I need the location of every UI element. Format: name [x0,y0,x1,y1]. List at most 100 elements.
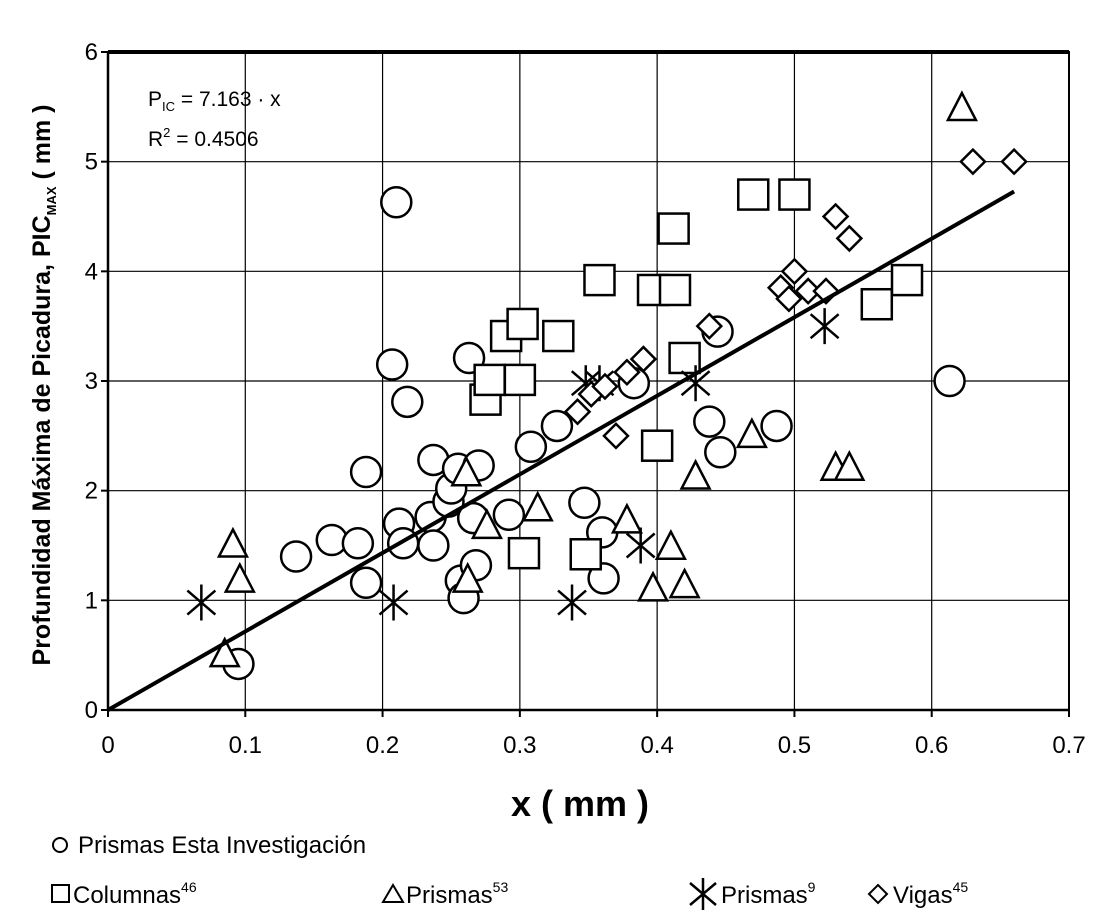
triangle-data-point [521,490,554,522]
triangle-data-point [610,502,643,534]
diamond-data-point [780,257,809,286]
star-data-point [809,308,840,345]
legend-label-prismas-9: Prismas9 [721,879,816,909]
triangle-data-point [679,458,712,490]
star-data-point [625,527,656,564]
circle-data-point [375,348,409,381]
square-data-point [736,178,770,211]
x-tick-label: 0.3 [503,732,536,759]
diamond-data-point [613,358,641,386]
legend-label-prismas-esta-investigacion: Prismas Esta Investigación [78,832,366,859]
legend-prismas9-name: Prismas [721,882,808,909]
circle-data-point [933,364,966,398]
legend-columnas-name: Columnas [73,882,181,909]
legend-circle-marker [52,837,68,853]
legend-item-prismas-53: Prismas53 [381,879,508,909]
triangle-data-point [450,455,483,487]
legend-label-prismas-53: Prismas53 [406,879,508,909]
diamond-data-point [959,147,987,176]
square-data-point [507,536,541,570]
legend-star-marker [689,878,717,910]
y-tick-label: 5 [85,149,98,176]
triangle-data-point [833,450,866,481]
star-data-point [680,365,711,402]
circle-data-point [380,185,413,219]
legend-square-marker [51,884,70,903]
x-tick-label: 0.7 [1052,732,1085,759]
circle-data-point [349,455,383,489]
diamond-data-point [695,312,724,340]
y-tick-label: 4 [85,258,98,285]
triangle-data-point [216,526,249,558]
square-data-point [890,263,924,297]
y-axis-title: Profundidad Máxima de Picadura, PICMAX (… [28,105,59,666]
x-tick-label: 0 [101,732,114,759]
y-tick-label: 1 [85,587,98,614]
square-data-point [583,263,616,297]
equation-rhs: = 7.163 · x [175,88,281,111]
y-axis-title-subscript: MAX [44,186,59,215]
legend-item-columnas: Columnas46 [51,879,197,909]
legend-diamond-marker [867,883,889,905]
y-axis-title-main: Profundidad Máxima de Picadura, PIC [28,215,56,665]
circle-data-point [514,430,548,464]
diamond-data-point [821,202,850,231]
x-axis-title: x ( mm ) [511,783,649,824]
triangle-data-point [208,636,241,668]
x-tick-label: 0.2 [366,732,399,759]
triangle-data-point [636,570,670,602]
x-tick-label: 0.4 [640,732,673,759]
regression-line [107,189,1016,712]
circle-data-point [492,498,526,532]
equation-lhs: P [148,88,162,111]
square-data-point [640,429,674,462]
circle-data-point [349,566,383,600]
diamond-data-point [835,224,864,253]
legend-item-prismas-9: Prismas9 [689,878,816,910]
diamond-data-point [629,345,658,373]
circle-data-point [704,436,737,469]
star-data-point [186,584,217,621]
triangle-data-point [668,567,701,599]
legend-label-vigas: Vigas45 [893,879,968,909]
circle-data-point [391,385,424,419]
x-tick-label: 0.1 [229,732,262,759]
legend-triangle-marker [381,883,405,903]
y-axis-title-suffix: ( mm ) [28,105,56,187]
equation-label: PIC = 7.163 · x [148,88,281,114]
diamond-data-point [602,422,630,450]
diamond-data-point [775,284,803,313]
triangle-data-point [223,561,256,593]
legend: Prismas Esta Investigación Columnas46 Pr… [51,832,968,910]
circle-data-point [540,409,574,443]
x-tick-label: 0.6 [915,732,948,759]
circle-data-point [279,540,313,573]
legend-prismas9-ref: 9 [808,879,816,895]
circle-data-point [587,562,620,595]
legend-columnas-ref: 46 [181,879,197,895]
legend-prismas53-ref: 53 [493,879,509,895]
r-squared-label: R2 = 0.4506 [148,125,259,151]
square-data-point [778,178,811,211]
triangle-data-point [654,528,687,560]
diamond-data-point [1000,147,1028,176]
r2-rhs: = 0.4506 [170,128,258,151]
square-data-point [506,307,539,341]
x-tick-label: 0.5 [778,732,811,759]
legend-vigas-ref: 45 [953,879,969,895]
triangle-data-point [470,508,503,540]
square-data-point [542,319,575,353]
circle-data-point [341,527,375,560]
legend-prismas53-name: Prismas [406,882,493,909]
square-data-point [657,212,690,245]
square-data-point [658,273,692,307]
y-tick-label: 2 [85,478,98,505]
square-data-point [503,363,537,397]
diamond-data-point [591,372,619,401]
legend-item-vigas: Vigas45 [867,879,968,909]
triangle-data-point [735,417,768,449]
y-tick-label: 0 [85,697,98,724]
circle-data-point [568,486,601,519]
circle-data-point [417,529,450,562]
